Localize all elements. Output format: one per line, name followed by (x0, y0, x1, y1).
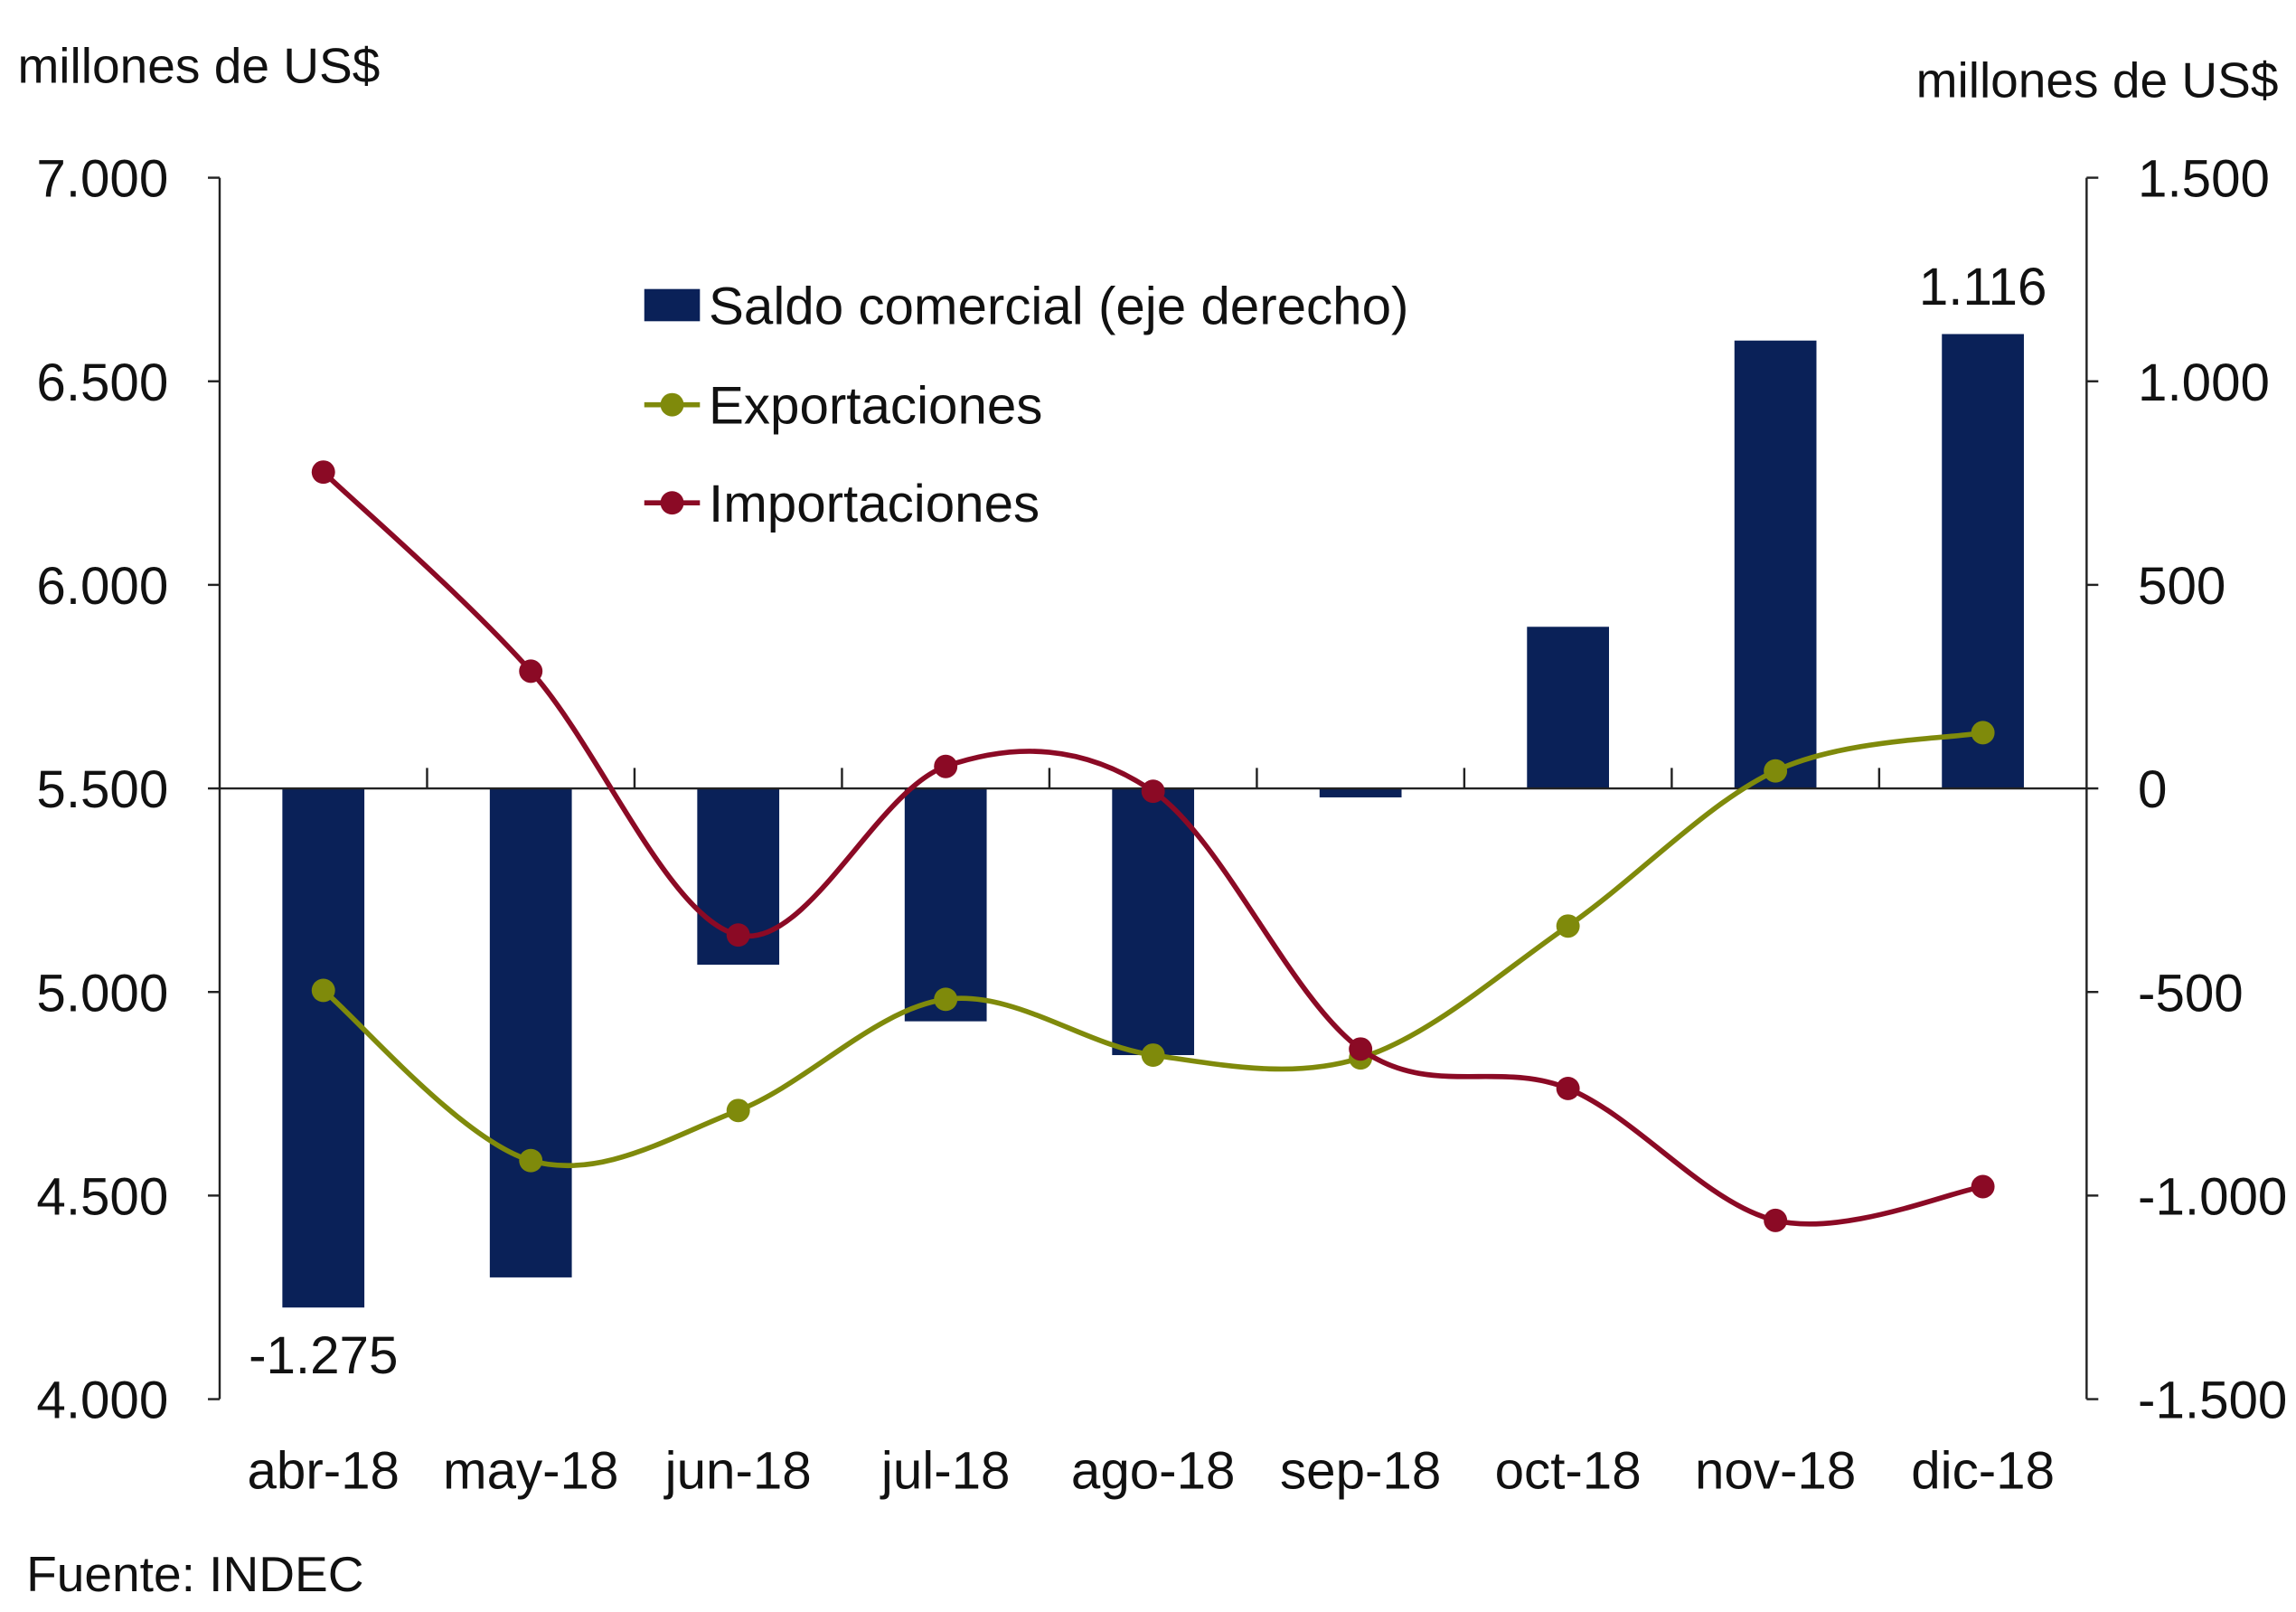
x-tick-label: sep-18 (1280, 1441, 1441, 1500)
lines (311, 460, 1995, 1232)
point-importaciones-nov-18 (1764, 1208, 1788, 1232)
point-exportaciones-dic-18 (1971, 721, 1995, 745)
x-tick-label: jul-18 (880, 1441, 1011, 1500)
left-tick-label: 7.000 (36, 150, 168, 209)
left-tick-label: 5.000 (36, 964, 168, 1023)
bar-jul-18 (904, 788, 987, 1022)
right-tick-label: 0 (2138, 760, 2167, 819)
legend-swatch-marker (660, 392, 684, 417)
bars (282, 334, 2024, 1308)
x-tick-label: ago-18 (1071, 1441, 1236, 1500)
right-tick-label: -1.000 (2138, 1167, 2287, 1226)
right-tick-label: -500 (2138, 964, 2244, 1023)
data-label-abr-18: -1.275 (249, 1326, 398, 1385)
right-tick-label: -1.500 (2138, 1372, 2287, 1430)
point-exportaciones-may-18 (519, 1148, 543, 1173)
x-tick-label: may-18 (443, 1441, 618, 1500)
point-exportaciones-oct-18 (1556, 914, 1580, 938)
legend-swatch-saldo (644, 288, 701, 322)
x-tick-label: nov-18 (1695, 1441, 1856, 1500)
point-importaciones-jun-18 (726, 923, 750, 947)
point-importaciones-jul-18 (934, 754, 958, 778)
source-note: Fuente: INDEC (26, 1546, 363, 1602)
left-tick-label: 6.500 (36, 354, 168, 412)
point-importaciones-oct-18 (1556, 1076, 1580, 1100)
data-labels: -1.275 1.116 (249, 258, 2047, 1385)
legend-swatch-marker (660, 491, 684, 515)
point-importaciones-ago-18 (1141, 779, 1165, 804)
bar-sep-18 (1319, 788, 1402, 797)
x-tick-label: jun-18 (663, 1441, 812, 1500)
left-axis-label: millones de US$ (17, 37, 380, 93)
point-importaciones-dic-18 (1971, 1174, 1995, 1199)
right-tick-label: 1.500 (2138, 150, 2270, 209)
x-tick-label: oct-18 (1495, 1441, 1642, 1500)
bar-ago-18 (1112, 788, 1195, 1056)
bar-oct-18 (1527, 627, 1609, 789)
point-exportaciones-nov-18 (1764, 759, 1788, 783)
axes: 4.000 4.500 5.000 5.500 6.000 6.500 7.000 -1.50… (36, 150, 2287, 1501)
legend-label-exportaciones: Exportaciones (709, 377, 1042, 436)
x-tick-label: dic-18 (1911, 1441, 2055, 1500)
point-importaciones-sep-18 (1349, 1037, 1373, 1061)
point-exportaciones-jul-18 (934, 987, 958, 1012)
bar-nov-18 (1734, 340, 1817, 789)
legend: Saldo comercial (eje derecho) Exportacion… (644, 278, 1408, 533)
point-exportaciones-jun-18 (726, 1098, 750, 1123)
data-label-dic-18: 1.116 (1919, 258, 2047, 316)
left-tick-label: 6.000 (36, 557, 168, 616)
point-exportaciones-abr-18 (311, 978, 335, 1003)
legend-label-saldo: Saldo comercial (eje derecho) (709, 278, 1408, 336)
legend-label-importaciones: Importaciones (709, 475, 1040, 533)
point-importaciones-may-18 (519, 659, 543, 683)
bar-dic-18 (1942, 334, 2024, 789)
right-tick-label: 500 (2138, 557, 2225, 616)
left-tick-label: 4.500 (36, 1167, 168, 1226)
right-axis-label: millones de US$ (1916, 52, 2279, 108)
bar-abr-18 (282, 788, 365, 1308)
bar-may-18 (489, 788, 572, 1277)
right-tick-label: 1.000 (2138, 354, 2270, 412)
point-importaciones-abr-18 (311, 460, 335, 485)
left-tick-label: 5.500 (36, 760, 168, 819)
point-exportaciones-ago-18 (1141, 1043, 1165, 1067)
left-tick-label: 4.000 (36, 1372, 168, 1430)
x-tick-label: abr-18 (247, 1441, 400, 1500)
